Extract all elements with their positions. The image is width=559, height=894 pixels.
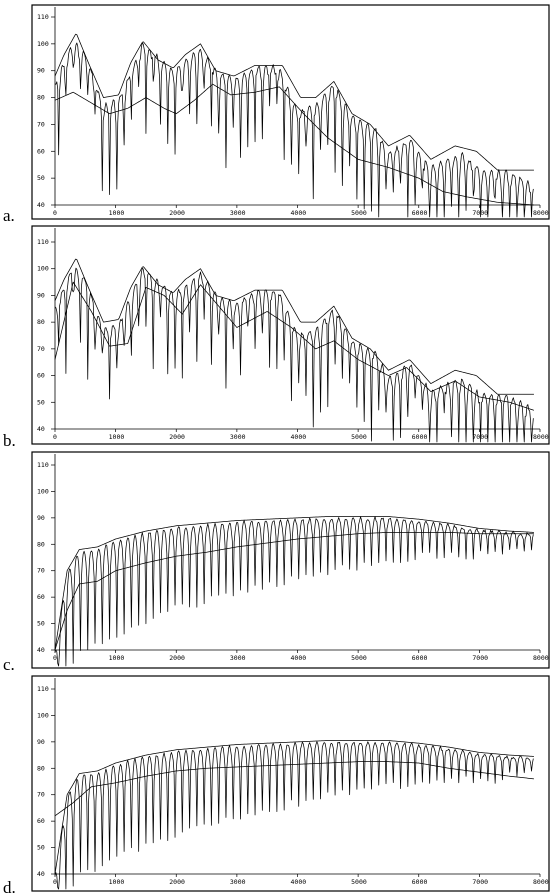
panel-b: b. 40 50 60 70 80 90 100 110 0 1000 2000 3000 4000 500… bbox=[3, 225, 550, 450]
y-tick-label: 50 bbox=[37, 398, 45, 406]
y-tick-label: 110 bbox=[37, 685, 49, 693]
panel-frame bbox=[31, 4, 550, 220]
x-tick-label: 4000 bbox=[291, 654, 307, 662]
panel-label: c. bbox=[3, 655, 15, 674]
x-tick-label: 8000 bbox=[533, 878, 549, 886]
y-tick-label: 70 bbox=[37, 345, 45, 353]
y-tick-label: 100 bbox=[37, 40, 49, 48]
y-tick-label: 90 bbox=[37, 291, 45, 299]
y-tick-label: 60 bbox=[37, 593, 45, 601]
series-envelope bbox=[54, 516, 534, 651]
x-tick-label: 3000 bbox=[230, 433, 246, 441]
panel-frame bbox=[31, 225, 550, 445]
y-tick-label: 110 bbox=[37, 461, 49, 469]
x-tick-label: 8000 bbox=[533, 209, 549, 217]
x-tick-label: 1000 bbox=[109, 433, 125, 441]
panel-label: d. bbox=[3, 878, 16, 894]
x-tick-label: 0 bbox=[53, 433, 57, 441]
x-tick-label: 1000 bbox=[109, 209, 125, 217]
series-harmonic-spectrum bbox=[54, 741, 534, 890]
y-tick-label: 80 bbox=[37, 94, 45, 102]
y-tick-label: 80 bbox=[37, 764, 45, 772]
x-tick-label: 8000 bbox=[533, 654, 549, 662]
y-tick-label: 80 bbox=[37, 540, 45, 548]
panel-c: c. 40 50 60 70 80 90 100 110 0 1000 2000 3000 4000 500… bbox=[3, 451, 550, 674]
y-tick-label: 50 bbox=[37, 620, 45, 628]
x-tick-label: 5000 bbox=[351, 433, 367, 441]
x-tick-label: 3000 bbox=[230, 209, 246, 217]
y-tick-label: 40 bbox=[37, 425, 45, 433]
y-tick-label: 90 bbox=[37, 738, 45, 746]
x-tick-label: 4000 bbox=[291, 433, 307, 441]
series-harmonic-spectrum bbox=[54, 516, 534, 667]
x-tick-label: 2000 bbox=[169, 209, 185, 217]
y-tick-label: 40 bbox=[37, 646, 45, 654]
x-tick-label: 7000 bbox=[472, 878, 488, 886]
panel-label: a. bbox=[3, 206, 15, 225]
y-tick-label: 90 bbox=[37, 67, 45, 75]
series-envelope bbox=[54, 740, 534, 875]
y-tick-label: 110 bbox=[37, 238, 49, 246]
x-tick-label: 5000 bbox=[351, 654, 367, 662]
x-tick-label: 5000 bbox=[351, 878, 367, 886]
x-tick-label: 6000 bbox=[412, 209, 428, 217]
x-tick-label: 1000 bbox=[109, 878, 125, 886]
y-tick-label: 70 bbox=[37, 120, 45, 128]
x-tick-label: 0 bbox=[53, 209, 57, 217]
x-tick-label: 8000 bbox=[533, 433, 549, 441]
y-tick-label: 110 bbox=[37, 13, 49, 21]
series-envelope bbox=[54, 258, 534, 395]
x-tick-label: 3000 bbox=[230, 878, 246, 886]
x-tick-label: 7000 bbox=[472, 654, 488, 662]
x-tick-label: 3000 bbox=[230, 654, 246, 662]
x-tick-label: 2000 bbox=[169, 654, 185, 662]
x-tick-label: 4000 bbox=[291, 209, 307, 217]
y-tick-label: 40 bbox=[37, 870, 45, 878]
series-smooth bbox=[54, 761, 534, 817]
x-tick-label: 6000 bbox=[412, 878, 428, 886]
y-tick-label: 100 bbox=[37, 711, 49, 719]
series-harmonic-spectrum bbox=[54, 267, 534, 443]
panel-label: b. bbox=[3, 431, 16, 450]
panel-frame bbox=[31, 451, 550, 669]
y-tick-label: 100 bbox=[37, 265, 49, 273]
panel-frame bbox=[31, 675, 550, 892]
x-tick-label: 4000 bbox=[291, 878, 307, 886]
x-tick-label: 1000 bbox=[109, 654, 125, 662]
y-tick-label: 90 bbox=[37, 514, 45, 522]
y-tick-label: 60 bbox=[37, 147, 45, 155]
series-envelope bbox=[54, 33, 534, 171]
y-tick-label: 40 bbox=[37, 201, 45, 209]
x-tick-label: 5000 bbox=[351, 209, 367, 217]
series-smooth bbox=[54, 532, 534, 651]
y-tick-label: 50 bbox=[37, 844, 45, 852]
x-tick-label: 6000 bbox=[412, 433, 428, 441]
x-tick-label: 0 bbox=[53, 878, 57, 886]
x-tick-label: 6000 bbox=[412, 654, 428, 662]
panel-a: a. 40 50 60 70 80 90 100 110 0 1000 2000 3000 4000 500… bbox=[3, 4, 550, 225]
x-tick-label: 0 bbox=[53, 654, 57, 662]
y-tick-label: 100 bbox=[37, 487, 49, 495]
series-smooth bbox=[54, 83, 534, 206]
y-tick-label: 80 bbox=[37, 318, 45, 326]
y-tick-label: 60 bbox=[37, 372, 45, 380]
series-harmonic-spectrum bbox=[54, 42, 534, 218]
y-tick-label: 60 bbox=[37, 817, 45, 825]
y-tick-label: 50 bbox=[37, 174, 45, 182]
x-tick-label: 2000 bbox=[169, 878, 185, 886]
y-tick-label: 70 bbox=[37, 567, 45, 575]
y-tick-label: 70 bbox=[37, 791, 45, 799]
x-tick-label: 2000 bbox=[169, 433, 185, 441]
series-smooth bbox=[54, 281, 535, 411]
panel-d: d. 40 50 60 70 80 90 100 110 0 1000 2000 3000 4000 500… bbox=[3, 675, 550, 894]
